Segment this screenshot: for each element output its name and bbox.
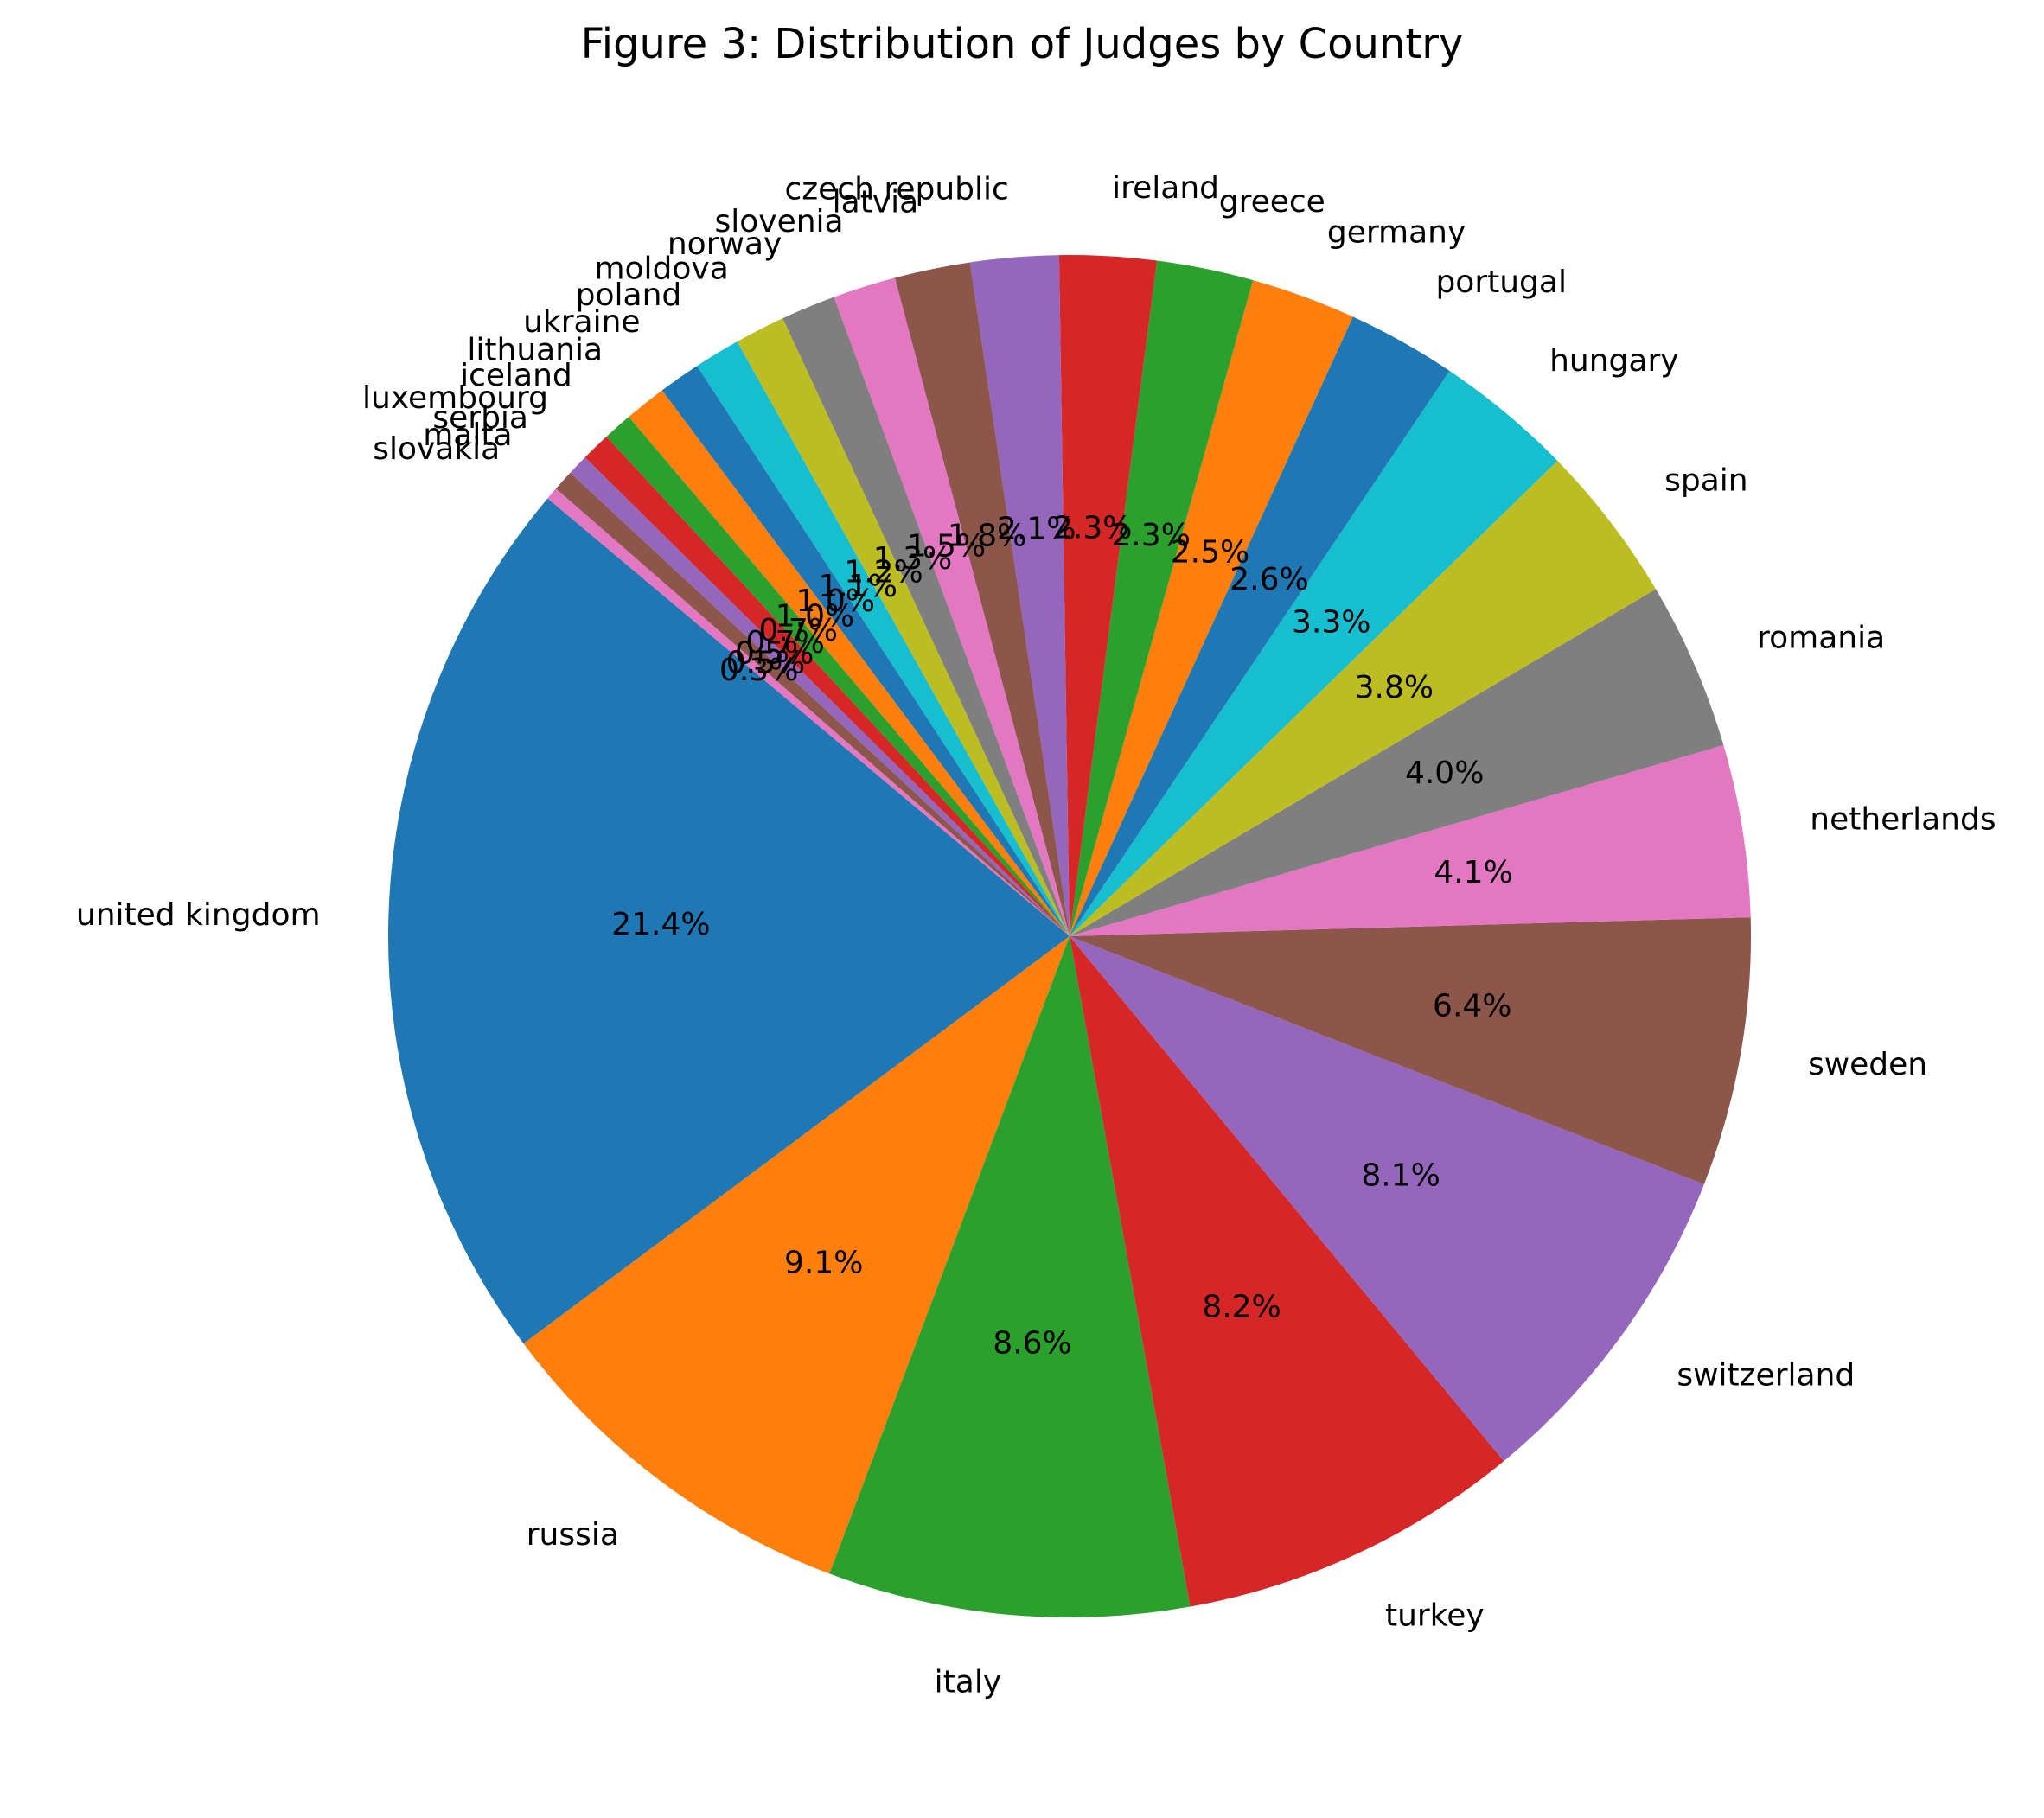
pie-slice-malta	[555, 472, 1070, 936]
pie-slice-ukraine	[661, 366, 1070, 936]
slice-percent-label: 1.2%	[844, 554, 923, 590]
pie-slice-lithuania	[629, 390, 1070, 937]
slice-percent-label: 8.6%	[993, 1325, 1071, 1361]
slice-percent-label: 8.1%	[1361, 1158, 1440, 1194]
pie-slice-spain	[1070, 461, 1657, 936]
slice-label: greece	[1219, 184, 1325, 220]
slice-percent-label: 3.8%	[1355, 670, 1434, 705]
slice-percent-label: 9.1%	[784, 1245, 863, 1280]
slice-percent-label: 0.5%	[726, 645, 805, 680]
slice-percent-label: 4.1%	[1434, 855, 1512, 890]
pie-slice-russia	[523, 936, 1070, 1574]
slice-label: germany	[1327, 214, 1466, 250]
slice-percent-label: 8.2%	[1202, 1289, 1281, 1324]
pie-slice-latvia	[894, 262, 1070, 937]
slice-percent-label: 6.4%	[1433, 989, 1511, 1024]
slice-percent-label: 1.1%	[819, 569, 897, 604]
slice-label: iceland	[460, 358, 572, 393]
pie-slice-poland	[697, 341, 1070, 936]
slice-percent-label: 2.6%	[1230, 562, 1308, 597]
slice-label: poland	[576, 277, 682, 313]
slice-percent-label: 2.3%	[1053, 510, 1132, 545]
slice-percent-label: 1.0%	[795, 584, 874, 619]
slice-percent-label: 21.4%	[611, 907, 710, 942]
pie-pct-labels: 21.4% 9.1% 8.6% 8.2% 8.1% 6.4% 4.1% 4.0% 3.8% 3.3…	[611, 510, 1513, 1361]
slice-percent-label: 1.5%	[907, 529, 986, 565]
slice-label: italy	[935, 1665, 1001, 1700]
slice-label: lithuania	[467, 332, 603, 367]
pie-labels: united kingdom russia italy turkey switzerla…	[76, 170, 1996, 1700]
pie-slice-luxembourg	[584, 437, 1070, 936]
pie-slice-iceland	[606, 417, 1070, 936]
pie-slice-portugal	[1070, 316, 1450, 936]
pie-slice-czech-republic	[969, 255, 1070, 937]
slice-label: turkey	[1385, 1598, 1485, 1634]
pie-slice-moldova	[737, 318, 1070, 937]
slice-percent-label: 0.7%	[745, 625, 824, 660]
slice-label: united kingdom	[76, 897, 321, 933]
pie-slice-hungary	[1070, 370, 1558, 936]
slice-label: switzerland	[1677, 1357, 1855, 1393]
slice-label: spain	[1664, 462, 1748, 498]
slice-label: slovenia	[715, 204, 844, 239]
slice-label: ukraine	[523, 304, 641, 340]
slice-label: hungary	[1549, 343, 1678, 379]
chart-title: Figure 3: Distribution of Judges by Coun…	[581, 20, 1464, 68]
pie-slice-greece	[1070, 260, 1254, 937]
slice-percent-label: 2.1%	[997, 511, 1076, 546]
pie-slice-serbia	[570, 457, 1070, 936]
slice-label: romania	[1757, 620, 1885, 655]
pie-slice-netherlands	[1070, 744, 1751, 936]
slice-label: portugal	[1435, 265, 1567, 300]
slice-label: russia	[527, 1517, 619, 1553]
slice-percent-label: 2.5%	[1171, 534, 1249, 570]
slice-label: sweden	[1808, 1047, 1927, 1082]
slice-percent-label: 1.8%	[948, 518, 1026, 553]
pie-slice-germany	[1070, 280, 1353, 936]
pie-slice-slovakia	[547, 488, 1070, 936]
pie-slice-united-kingdom	[388, 498, 1070, 1344]
slice-label: latvia	[833, 185, 919, 220]
slice-label: czech republic	[784, 172, 1008, 207]
slice-percent-label: 4.0%	[1405, 756, 1484, 791]
slice-label: norway	[667, 226, 782, 262]
pie-slice-slovenia	[834, 277, 1070, 937]
slice-label: serbia	[432, 400, 528, 436]
slice-percent-label: 1.0%	[776, 599, 854, 635]
pie-slice-ireland	[1058, 255, 1158, 936]
slice-label: netherlands	[1810, 802, 1996, 838]
slice-label: luxembourg	[362, 380, 548, 416]
slice-label: malta	[423, 418, 512, 453]
slice-percent-label: 1.3%	[873, 541, 952, 577]
slice-percent-label: 3.3%	[1292, 604, 1370, 640]
slice-label: moldova	[594, 252, 728, 287]
slice-percent-label: 0.3%	[719, 653, 798, 688]
slice-percent-label: 2.3%	[1111, 518, 1190, 553]
pie-slice-norway	[782, 297, 1070, 936]
pie-slice-romania	[1070, 589, 1724, 936]
slice-label: ireland	[1112, 170, 1219, 206]
slice-label: slovakia	[373, 431, 500, 467]
pie-slice-switzerland	[1070, 936, 1704, 1462]
slice-percent-label: 0.5%	[735, 635, 814, 671]
pie-slice-sweden	[1070, 917, 1751, 1184]
slice-percent-label: 0.7%	[759, 613, 838, 648]
pie-slice-turkey	[1070, 936, 1504, 1607]
pie-wedges	[388, 255, 1751, 1618]
pie-slice-italy	[829, 936, 1191, 1618]
